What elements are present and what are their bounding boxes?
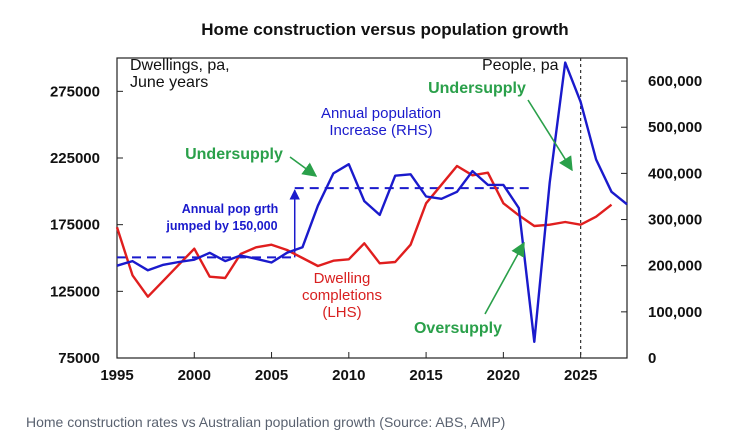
right-tick-label: 0 [648,350,656,367]
undersupply-arrow-right [527,99,573,172]
undersupply-arrow-left [289,156,318,177]
right-axis-label: People, pa [482,57,559,74]
chart-title: Home construction versus population grow… [201,20,568,39]
x-tick-label: 2015 [409,367,442,384]
population-series-label-line2: Increase (RHS) [329,122,432,139]
left-tick-label: 125000 [50,283,100,300]
left-tick-label: 75000 [58,350,100,367]
x-tick-label: 2000 [178,367,211,384]
left-axis-label-line2: June years [130,74,208,91]
oversupply-label: Oversupply [414,320,502,337]
right-tick-label: 100,000 [648,304,702,321]
left-tick-label: 175000 [50,217,100,234]
x-tick-label: 2005 [255,367,288,384]
chart-svg: Home construction versus population grow… [50,20,702,384]
plot-area-border [116,57,628,359]
left-tick-label: 225000 [50,150,100,167]
left-axis-ticks: 75000 125000 175000 225000 275000 [50,83,123,367]
dwelling-series-label-line2: completions [302,287,382,304]
right-tick-label: 300,000 [648,212,702,229]
left-tick-label: 275000 [50,83,100,100]
oversupply-arrow [484,241,525,315]
right-tick-label: 600,000 [648,73,702,90]
undersupply-label-left: Undersupply [185,146,283,163]
right-axis-ticks: 0 100,000 200,000 300,000 400,000 500,000 600,… [621,73,702,367]
population-increase-line [116,61,628,343]
x-tick-label: 2010 [332,367,365,384]
chart-container: Home construction versus population grow… [50,20,702,384]
reference-lines [117,58,582,358]
population-series-label-line1: Annual population [321,105,441,122]
left-axis-label-line1: Dwellings, pa, [130,57,230,74]
right-tick-label: 400,000 [648,165,702,182]
dwelling-series-label-line3: (LHS) [322,304,361,321]
series-lines [115,61,628,343]
x-tick-label: 1995 [100,367,133,384]
dwelling-series-label-line1: Dwelling [314,270,371,287]
pop-jump-label-line1: Annual pop grth [182,202,279,216]
undersupply-label-right: Undersupply [428,80,526,97]
right-tick-label: 200,000 [648,258,702,275]
x-tick-label: 2020 [487,367,520,384]
pop-jump-label-line2: jumped by 150,000 [165,219,277,233]
plot-frame [116,57,628,359]
x-tick-label: 2025 [564,367,597,384]
right-tick-label: 500,000 [648,119,702,136]
figure-caption: Home construction rates vs Australian po… [26,414,506,430]
x-axis-ticks: 1995 2000 2005 2010 2015 2020 2025 [100,352,597,384]
